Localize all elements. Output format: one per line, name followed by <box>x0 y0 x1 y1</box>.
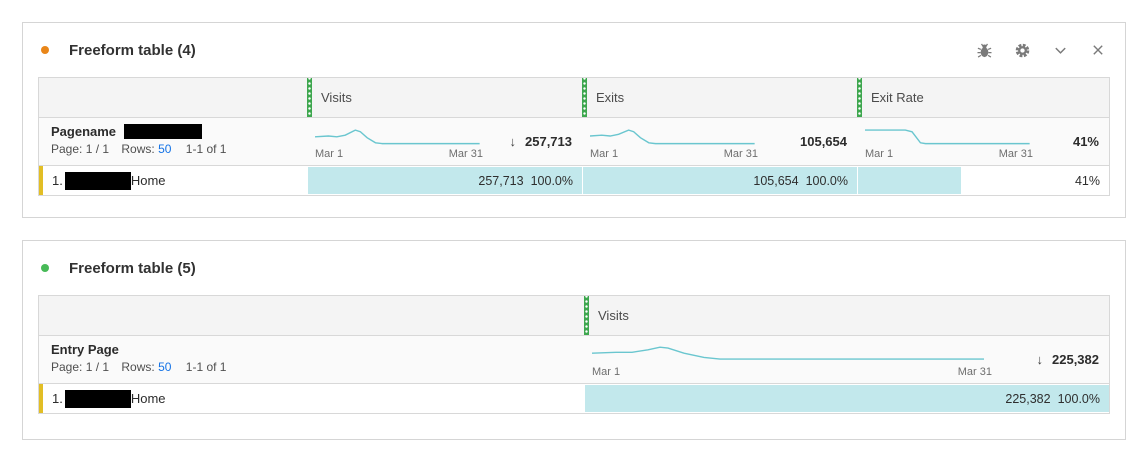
panel-toolbar <box>975 41 1107 59</box>
dimension-name: Entry Page <box>51 342 119 357</box>
row-selection-indicator <box>39 384 43 413</box>
panel-color-dot <box>41 46 49 54</box>
dimension-header-spacer <box>39 296 584 335</box>
range-info: 1-1 of 1 <box>185 360 227 374</box>
cell-percent: 100.0% <box>1057 391 1100 406</box>
spark-date-start: Mar 1 <box>590 148 619 160</box>
spark-date-end: Mar 31 <box>448 148 483 160</box>
cell-value-bar <box>308 167 582 194</box>
summary-row: Pagename Page: 1 / 1 Rows: 50 1-1 of 1 M… <box>39 118 1109 166</box>
spark-date-start: Mar 1 <box>592 366 621 378</box>
column-drag-handle[interactable] <box>857 78 862 117</box>
rows-per-page-link[interactable]: 50 <box>158 360 172 374</box>
table-row: 1. Home 225,382 100.0% <box>39 384 1109 413</box>
exits-sparkline <box>590 125 758 147</box>
row-dimension-value: Home <box>130 391 166 406</box>
panel-header: Freeform table (4) <box>23 23 1125 67</box>
visits-sparkline <box>592 343 992 365</box>
column-label: Exit Rate <box>871 90 924 105</box>
summary-cell-visits: Mar 1 Mar 31 ↓ 257,713 <box>307 118 582 165</box>
close-icon[interactable] <box>1089 41 1107 59</box>
cell-value: 41% <box>1074 173 1100 188</box>
column-label: Visits <box>321 90 352 105</box>
freeform-table: Visits Exits Exit Rate Pagename Page: 1 … <box>38 77 1110 196</box>
spark-date-start: Mar 1 <box>315 148 344 160</box>
cell-value: 257,713 <box>478 173 524 188</box>
column-total: 225,382 <box>1052 352 1099 367</box>
summary-cell-exit-rate: Mar 1 Mar 31 41% <box>857 118 1109 165</box>
table-row: 1. Home 257,713 100.0% 105,654 100.0% <box>39 166 1109 195</box>
summary-cell-visits: Mar 1 Mar 31 ↓ 225,382 <box>584 336 1109 383</box>
row-dimension-value: Home <box>130 173 166 188</box>
gear-icon[interactable] <box>1013 41 1031 59</box>
rows-per-page-link[interactable]: 50 <box>158 142 172 156</box>
dimension-name: Pagename <box>51 124 117 139</box>
cell-value: 225,382 <box>1005 391 1051 406</box>
redaction-box <box>64 389 131 408</box>
spark-date-end: Mar 31 <box>998 148 1033 160</box>
column-drag-handle[interactable] <box>582 78 587 117</box>
row-selection-indicator <box>39 166 43 195</box>
cell-percent: 100.0% <box>805 173 848 188</box>
column-total: 257,713 <box>525 134 572 149</box>
column-header-exits[interactable]: Exits <box>582 78 857 117</box>
panel-title[interactable]: Freeform table (4) <box>69 41 196 59</box>
column-header-row: Visits Exits Exit Rate <box>39 78 1109 118</box>
column-header-exit-rate[interactable]: Exit Rate <box>857 78 1109 117</box>
visits-value-cell[interactable]: 225,382 100.0% <box>584 384 1109 413</box>
row-index: 1. <box>52 173 63 188</box>
dimension-value-cell[interactable]: 1. Home <box>39 384 584 413</box>
panel-header: Freeform table (5) <box>23 241 1125 285</box>
sort-descending-icon[interactable]: ↓ <box>509 134 517 149</box>
sort-descending-icon[interactable]: ↓ <box>1036 352 1044 367</box>
summary-row: Entry Page Page: 1 / 1 Rows: 50 1-1 of 1… <box>39 336 1109 384</box>
panel-color-dot <box>41 264 49 272</box>
column-label: Visits <box>598 308 629 323</box>
cell-value-bar <box>585 385 1109 412</box>
dimension-header[interactable]: Pagename Page: 1 / 1 Rows: 50 1-1 of 1 <box>39 118 307 165</box>
redaction-box <box>124 124 203 139</box>
cell-value-bar <box>858 167 961 194</box>
cell-value: 105,654 <box>753 173 799 188</box>
column-label: Exits <box>596 90 625 105</box>
debug-bug-icon[interactable] <box>975 41 993 59</box>
column-drag-handle[interactable] <box>307 78 312 117</box>
rows-label: Rows: <box>121 142 155 156</box>
freeform-table: Visits Entry Page Page: 1 / 1 Rows: 50 1… <box>38 295 1110 414</box>
rows-label: Rows: <box>121 360 155 374</box>
spark-date-start: Mar 1 <box>865 148 894 160</box>
page-info: Page: 1 / 1 <box>51 142 110 156</box>
exits-value-cell[interactable]: 105,654 100.0% <box>582 166 857 195</box>
column-header-visits[interactable]: Visits <box>307 78 582 117</box>
summary-cell-exits: Mar 1 Mar 31 105,654 <box>582 118 857 165</box>
spark-date-end: Mar 31 <box>723 148 758 160</box>
cell-percent: 100.0% <box>530 173 573 188</box>
exit-rate-value-cell[interactable]: 41% <box>857 166 1109 195</box>
freeform-table-5-panel: Freeform table (5) Visits Entry Page Pag… <box>22 240 1126 440</box>
cell-value-bar <box>583 167 857 194</box>
freeform-table-4-panel: Freeform table (4) <box>22 22 1126 218</box>
column-header-row: Visits <box>39 296 1109 336</box>
dimension-header-spacer <box>39 78 307 117</box>
panel-title[interactable]: Freeform table (5) <box>69 259 196 277</box>
dimension-header[interactable]: Entry Page Page: 1 / 1 Rows: 50 1-1 of 1 <box>39 336 584 383</box>
row-index: 1. <box>52 391 63 406</box>
range-info: 1-1 of 1 <box>185 142 227 156</box>
redaction-box <box>64 171 131 190</box>
chevron-down-icon[interactable] <box>1051 41 1069 59</box>
column-drag-handle[interactable] <box>584 296 589 335</box>
visits-value-cell[interactable]: 257,713 100.0% <box>307 166 582 195</box>
column-header-visits[interactable]: Visits <box>584 296 1109 335</box>
column-total: 41% <box>1072 134 1099 149</box>
spark-date-end: Mar 31 <box>957 366 992 378</box>
dimension-value-cell[interactable]: 1. Home <box>39 166 307 195</box>
column-total: 105,654 <box>800 134 847 149</box>
visits-sparkline <box>315 125 483 147</box>
page-info: Page: 1 / 1 <box>51 360 110 374</box>
exit-rate-sparkline <box>865 125 1033 147</box>
